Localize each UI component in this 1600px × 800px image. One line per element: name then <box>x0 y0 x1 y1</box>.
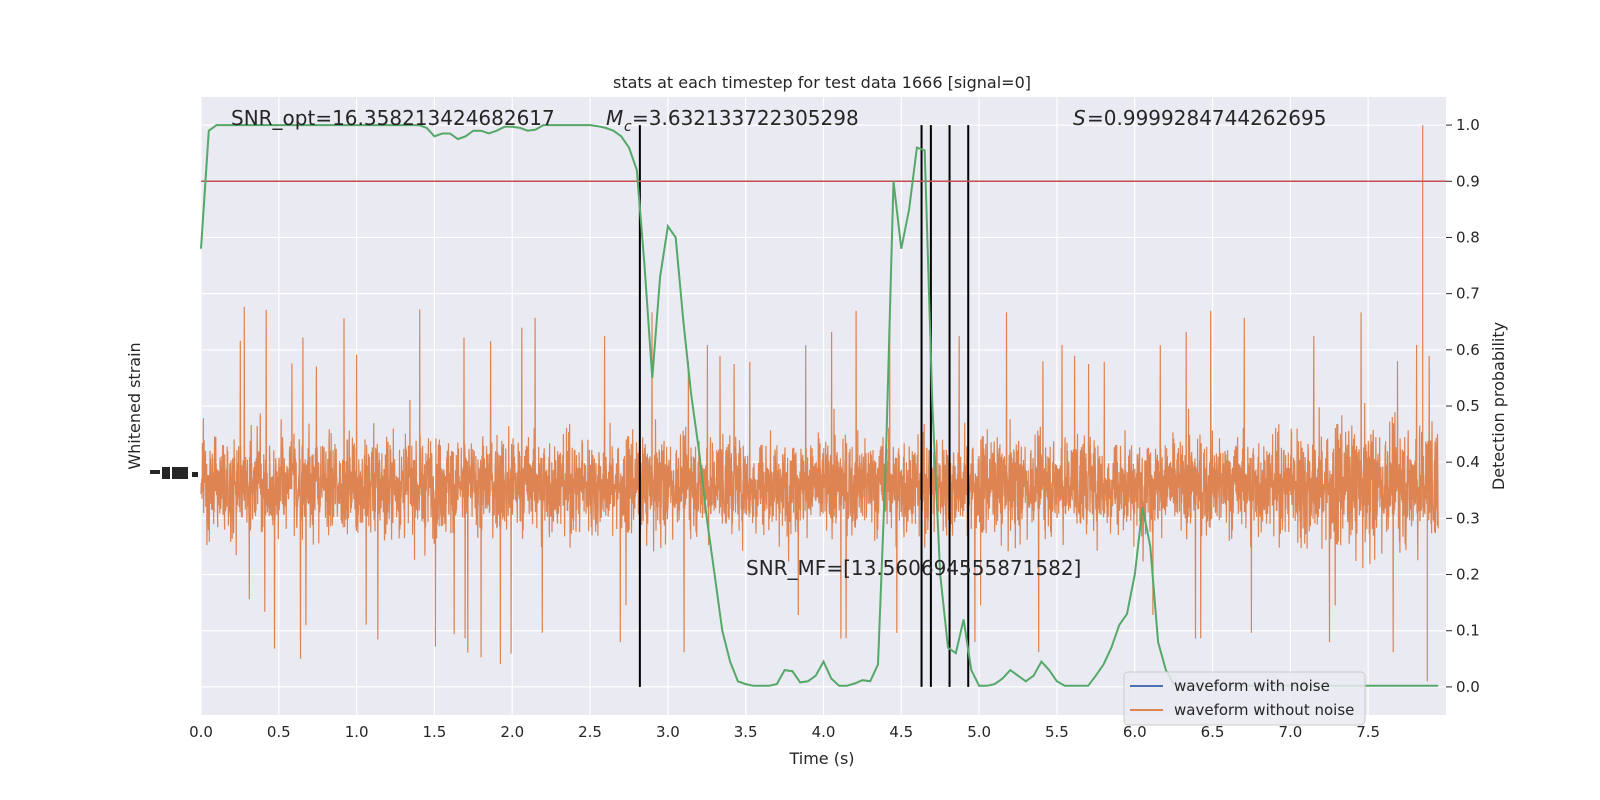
x-tick-label: 6.0 <box>1123 723 1147 741</box>
strain-without-noise-line <box>200 125 1439 682</box>
svg-text:c: c <box>624 119 632 135</box>
svg-text:M: M <box>606 106 623 130</box>
x-tick-label: 7.5 <box>1356 723 1380 741</box>
right-y-tick-label: 0.2 <box>1456 566 1480 584</box>
x-tick-label: 7.0 <box>1278 723 1302 741</box>
legend-label-with-noise: waveform with noise <box>1174 677 1330 695</box>
y-axis-label-left: Whitened strain <box>125 342 144 469</box>
x-tick-label: 5.0 <box>967 723 991 741</box>
s-annotation-value: =0.9999284744262695 <box>1087 106 1326 130</box>
x-tick-label: 4.0 <box>812 723 836 741</box>
s-annotation: S =0.9999284744262695 <box>1073 106 1326 130</box>
x-tick-label: 5.5 <box>1045 723 1069 741</box>
x-axis-label: Time (s) <box>788 749 854 768</box>
x-tick-label: 2.5 <box>578 723 602 741</box>
right-y-tick-label: 0.0 <box>1456 678 1480 696</box>
noise-layer <box>200 125 1439 682</box>
x-tick-label: 4.5 <box>889 723 913 741</box>
mc-annotation: M c =3.632133722305298 <box>606 106 859 135</box>
x-tick-label: 0.0 <box>189 723 213 741</box>
right-y-tick-label: 0.3 <box>1456 509 1480 527</box>
right-y-tick-labels: 0.0 0.1 0.2 0.3 0.4 0.5 0.6 0.7 0.8 0.9 1.0 <box>1446 116 1480 696</box>
right-y-tick-label: 0.9 <box>1456 172 1480 190</box>
svg-text:S: S <box>1073 106 1086 130</box>
right-y-tick-label: 1.0 <box>1456 116 1480 134</box>
x-tick-label: 2.0 <box>500 723 524 741</box>
detection-probability-line <box>200 124 1439 687</box>
x-tick-label: 1.0 <box>345 723 369 741</box>
x-tick-label: 1.5 <box>423 723 447 741</box>
right-y-tick-label: 0.1 <box>1456 622 1480 640</box>
x-tick-label: 0.5 <box>267 723 291 741</box>
legend-box <box>1123 671 1366 726</box>
y-axis-label-right: Detection probability <box>1489 322 1508 490</box>
x-tick-labels: 0.0 0.5 1.0 1.5 2.0 2.5 3.0 3.5 4.0 4.5 5.0 5.5 6.0 6… <box>189 723 1380 741</box>
right-y-tick-label: 0.6 <box>1456 341 1480 359</box>
chart-title: stats at each timestep for test data 166… <box>613 73 1031 92</box>
x-tick-label: 3.5 <box>734 723 758 741</box>
x-tick-label: 6.5 <box>1201 723 1225 741</box>
snr-opt-annotation: SNR_opt=16.358213424682617 <box>231 106 555 130</box>
legend-label-without-noise: waveform without noise <box>1174 701 1354 719</box>
left-axis-squashed-ticks <box>150 467 198 479</box>
mc-annotation-value: =3.632133722305298 <box>632 106 859 130</box>
right-y-tick-label: 0.5 <box>1456 397 1480 415</box>
x-tick-label: 3.0 <box>656 723 680 741</box>
right-y-tick-label: 0.8 <box>1456 228 1480 246</box>
snr-mf-annotation: SNR_MF=[13.560694555871582] <box>746 556 1081 580</box>
right-y-tick-label: 0.4 <box>1456 453 1480 471</box>
legend: waveform with noise waveform without noi… <box>1123 671 1366 726</box>
right-y-tick-label: 0.7 <box>1456 285 1480 303</box>
